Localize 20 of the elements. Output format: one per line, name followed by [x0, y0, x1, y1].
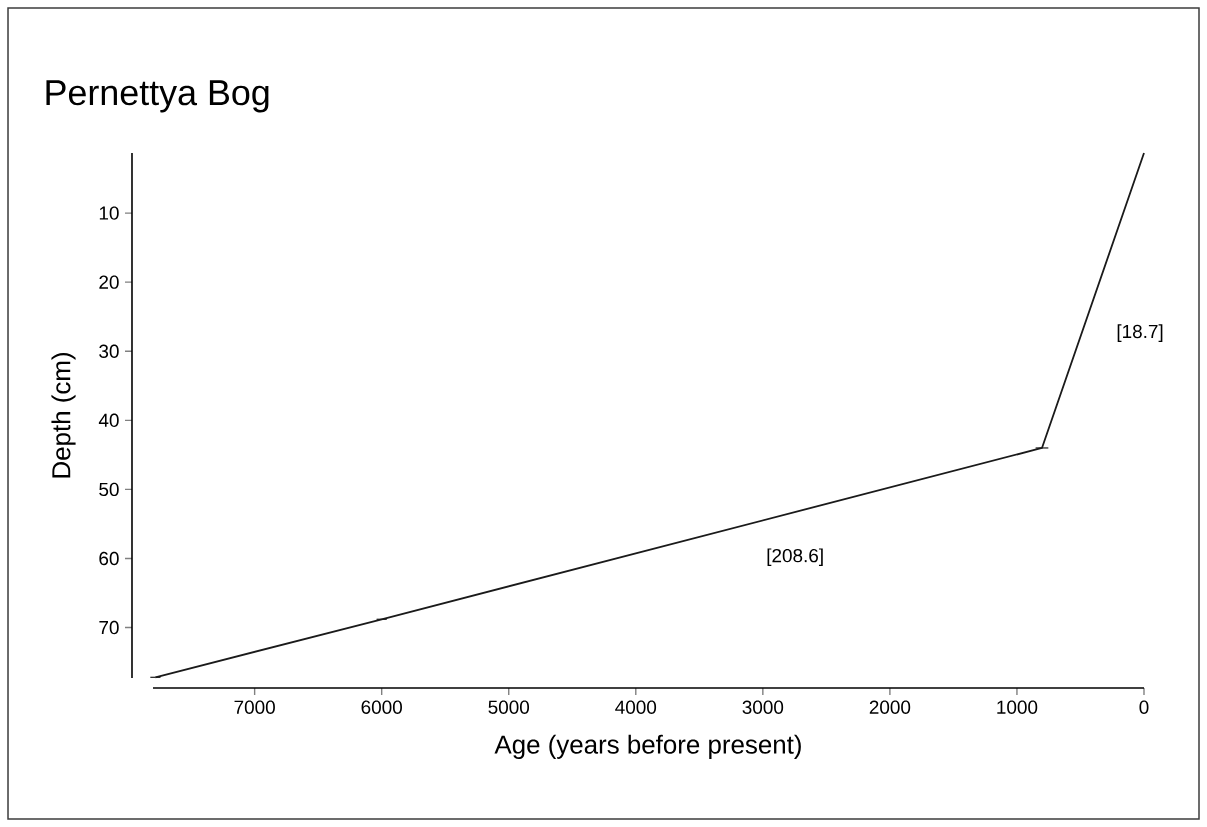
y-tick-label: 30 [99, 344, 119, 358]
x-tick-label: 7000 [234, 700, 275, 714]
y-tick-label: 50 [99, 482, 119, 497]
y-tick-label: 60 [99, 551, 119, 566]
x-tick-label: 6000 [361, 700, 402, 714]
y-tick-label: 10 [99, 206, 119, 220]
x-tick-label: 5000 [488, 700, 530, 714]
x-tick-label: 3000 [742, 700, 784, 714]
x-tick-label: 4000 [615, 700, 657, 714]
y-tick-label: 70 [99, 620, 119, 635]
y-axis-title: Depth (cm) [51, 353, 76, 478]
y-tick-label: 40 [98, 413, 119, 428]
x-tick-label: 2000 [869, 700, 911, 714]
y-tick-label: 20 [99, 275, 119, 289]
annotation: [208.6] [767, 548, 823, 567]
x-tick-label: 1000 [997, 700, 1038, 714]
annotation: [18.7] [1117, 324, 1163, 342]
x-tick-label: 0 [1139, 700, 1149, 714]
chart-title: Pernettya Bog [46, 80, 269, 113]
x-axis-title: Age (years before present) [494, 734, 801, 759]
